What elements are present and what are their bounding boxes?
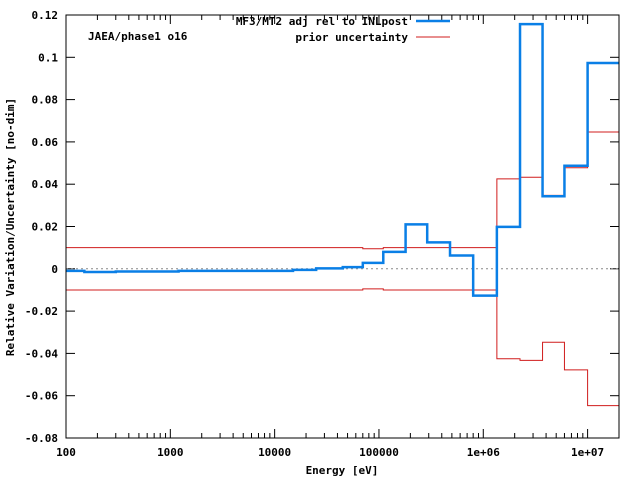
plot-frame	[65, 14, 620, 439]
x-tick-label: 1e+07	[571, 446, 604, 459]
x-tick-label: 100	[56, 446, 76, 459]
x-tick-label: 10000	[258, 446, 291, 459]
y-tick-label: 0.12	[32, 9, 59, 22]
x-axis-title: Energy [eV]	[306, 464, 379, 477]
x-tick-label: 1000	[157, 446, 184, 459]
series-line-uncertainty-lower	[66, 288, 619, 407]
legend-label-adjustment: MF3/MT2 adj rel to INLpost	[236, 15, 408, 28]
tick-labels: 100 1000 10000 100000 1e+06 1e+07 -0.08 -0.06 -0…	[25, 9, 604, 459]
x-tick-label: 100000	[359, 446, 399, 459]
y-tick-label: 0.02	[32, 221, 59, 234]
x-tick-label: 1e+06	[467, 446, 500, 459]
series-line-uncertainty-upper	[66, 131, 619, 250]
tick-marks	[65, 14, 619, 439]
legend-label-prior-uncertainty: prior uncertainty	[295, 31, 408, 44]
series-line-adjustment	[66, 22, 619, 297]
annotation-label: JAEA/phase1 o16	[88, 30, 188, 43]
y-tick-label: -0.06	[25, 390, 58, 403]
y-tick-label: 0.1	[38, 51, 58, 64]
y-tick-label: 0	[51, 263, 58, 276]
y-axis-title: Relative Variation/Uncertainty [no-dim]	[4, 98, 17, 356]
y-tick-label: -0.02	[25, 305, 58, 318]
y-tick-label: 0.08	[32, 94, 59, 107]
y-tick-label: 0.04	[32, 178, 59, 191]
y-tick-label: -0.04	[25, 347, 58, 360]
y-tick-label: -0.08	[25, 432, 58, 445]
y-tick-label: 0.06	[32, 136, 59, 149]
series-layer	[66, 22, 619, 407]
legend: MF3/MT2 adj rel to INLpost prior uncerta…	[236, 15, 450, 44]
